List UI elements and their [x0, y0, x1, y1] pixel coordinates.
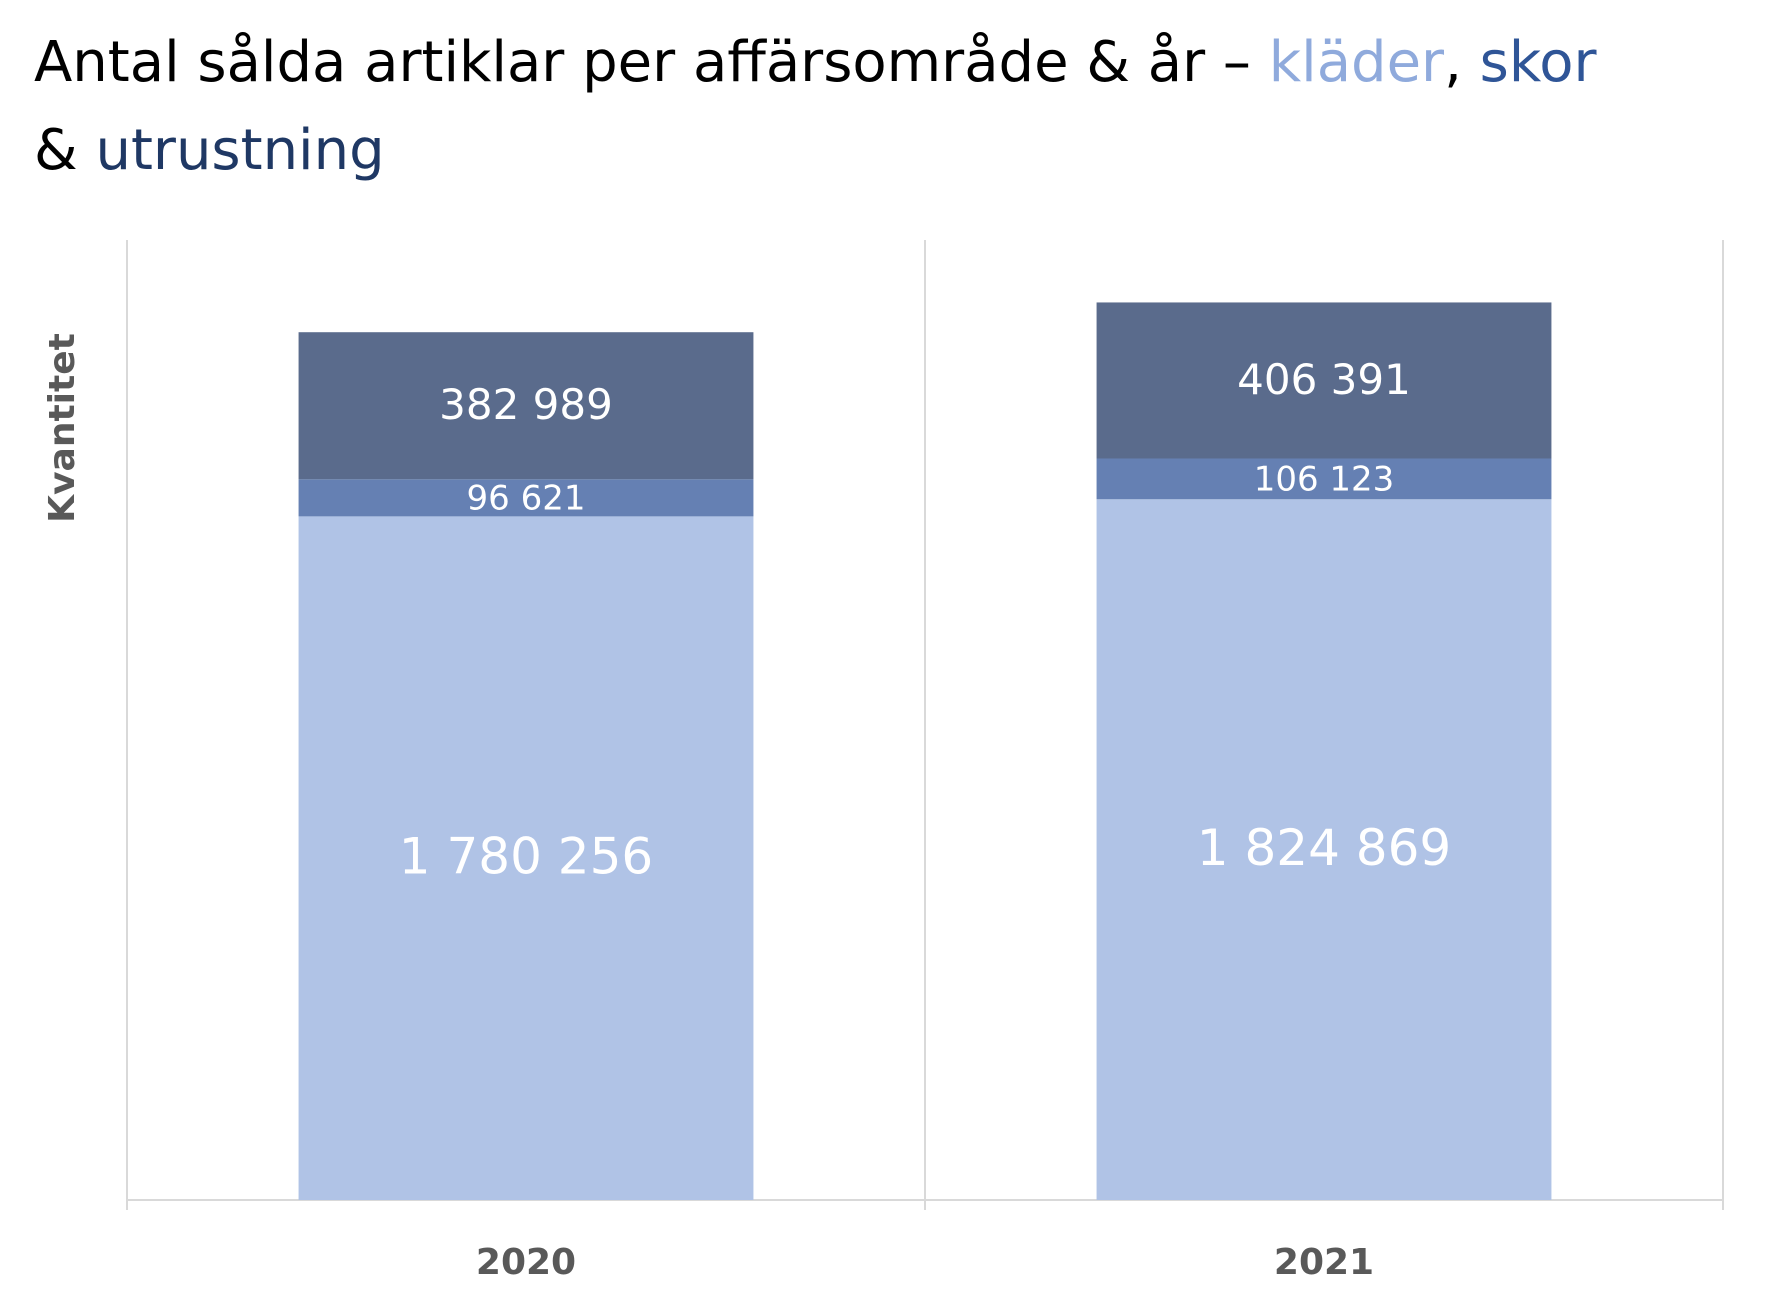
data-label: 406 391	[1237, 355, 1411, 404]
bar-segment	[298, 332, 754, 480]
bar-segment	[1096, 302, 1552, 459]
x-tick-label: 2021	[1274, 1242, 1374, 1283]
bar-segment	[1096, 499, 1552, 1200]
title-part: &	[34, 118, 95, 183]
bar-segment	[298, 516, 754, 1200]
data-label: 1 824 869	[1197, 819, 1451, 877]
title-part: Antal sålda artiklar per affärsområde & …	[34, 30, 1269, 95]
bar-segment	[298, 479, 754, 517]
y-axis-label: Kvantitet	[42, 333, 83, 523]
chart-title: & utrustning	[34, 118, 385, 183]
data-label: 1 780 256	[399, 828, 653, 886]
x-tick-label: 2020	[476, 1242, 576, 1283]
data-label: 106 123	[1254, 459, 1395, 499]
title-series-name: utrustning	[95, 118, 384, 183]
title-series-name: kläder	[1269, 30, 1445, 95]
title-part: ,	[1444, 30, 1480, 95]
data-label: 382 989	[439, 380, 613, 429]
bar-segment	[1096, 458, 1552, 500]
title-series-name: skor	[1480, 30, 1598, 95]
chart-title: Antal sålda artiklar per affärsområde & …	[34, 30, 1598, 95]
data-label: 96 621	[467, 478, 586, 518]
